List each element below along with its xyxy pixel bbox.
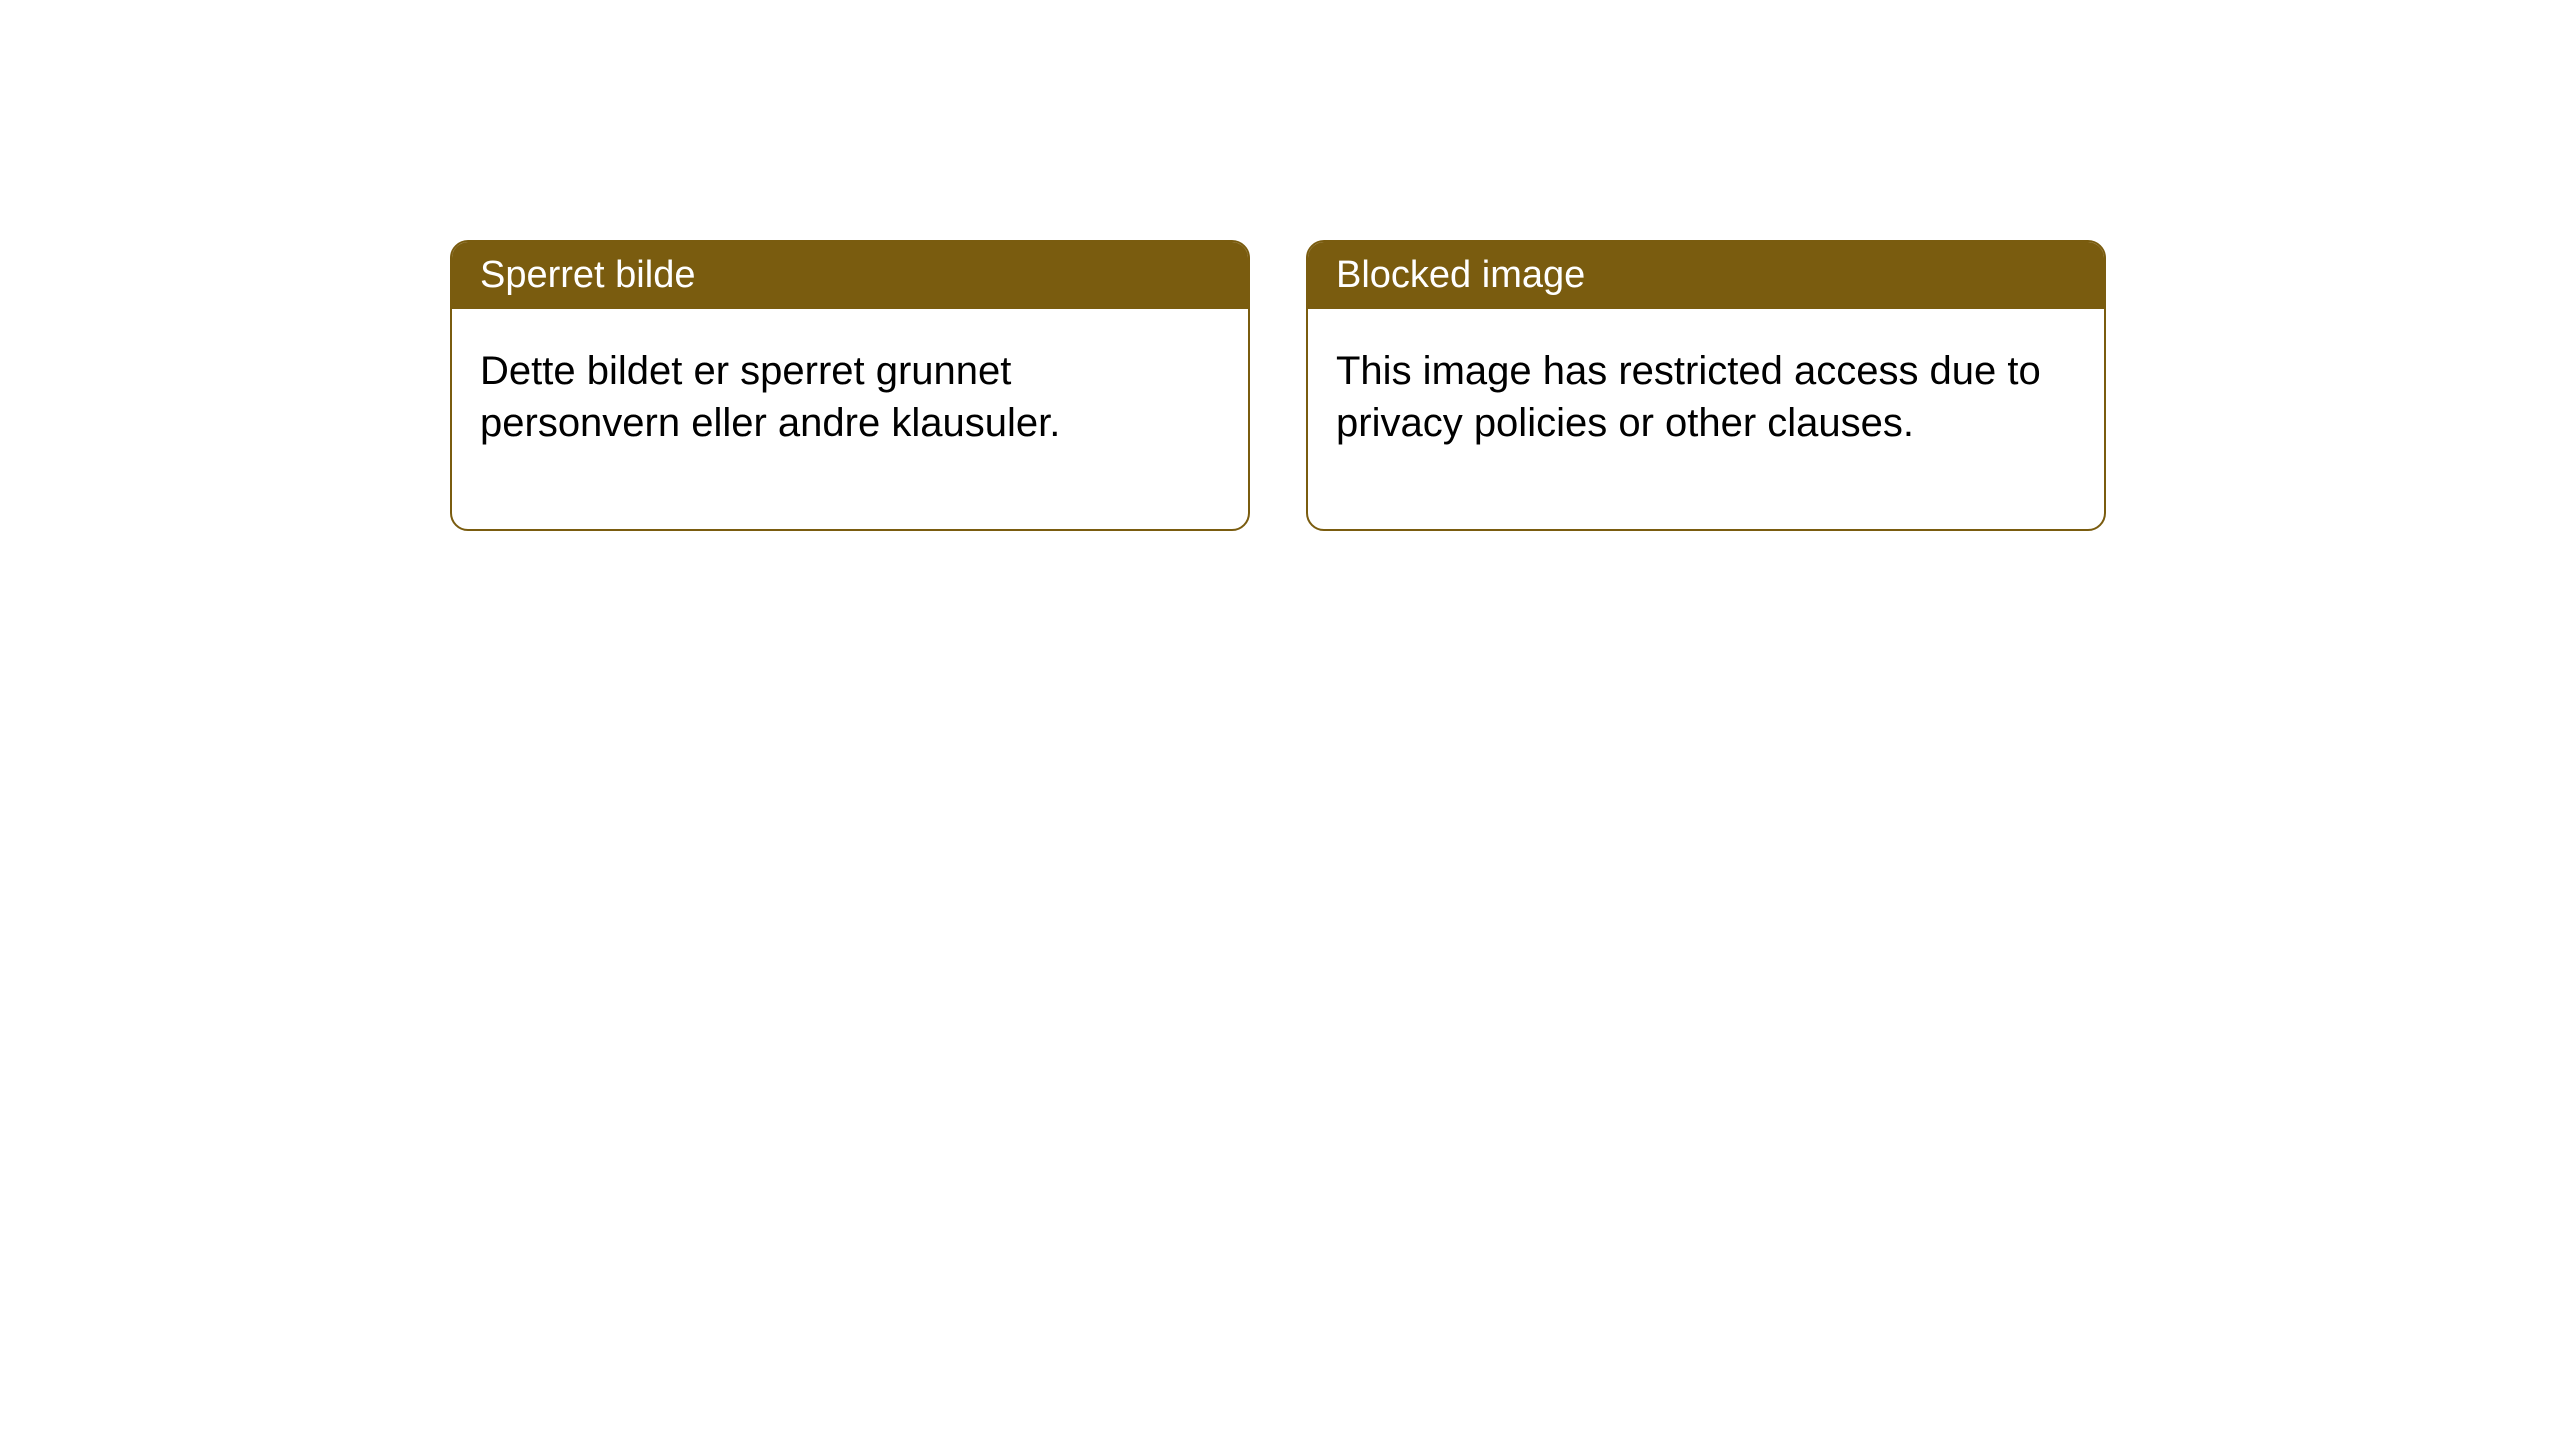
card-body: Dette bildet er sperret grunnet personve… bbox=[452, 309, 1248, 529]
card-header: Sperret bilde bbox=[452, 242, 1248, 309]
card-header: Blocked image bbox=[1308, 242, 2104, 309]
notice-card-english: Blocked image This image has restricted … bbox=[1306, 240, 2106, 531]
notice-container: Sperret bilde Dette bildet er sperret gr… bbox=[0, 0, 2560, 531]
card-message: Dette bildet er sperret grunnet personve… bbox=[480, 349, 1060, 445]
notice-card-norwegian: Sperret bilde Dette bildet er sperret gr… bbox=[450, 240, 1250, 531]
card-title: Blocked image bbox=[1336, 254, 1585, 296]
card-body: This image has restricted access due to … bbox=[1308, 309, 2104, 529]
card-title: Sperret bilde bbox=[480, 254, 695, 296]
card-message: This image has restricted access due to … bbox=[1336, 349, 2041, 445]
